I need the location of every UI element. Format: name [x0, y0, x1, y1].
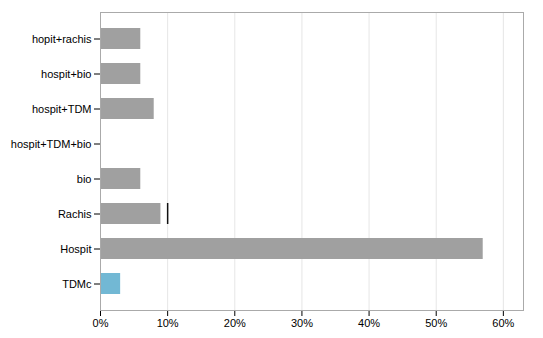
- svg-text:hopit+rachis: hopit+rachis: [32, 33, 92, 45]
- svg-text:60%: 60%: [492, 317, 514, 329]
- svg-text:Rachis: Rachis: [58, 208, 92, 220]
- svg-text:hospit+TDM+bio: hospit+TDM+bio: [11, 138, 92, 150]
- svg-text:hospit+TDM: hospit+TDM: [32, 103, 92, 115]
- svg-text:40%: 40%: [358, 317, 380, 329]
- svg-text:50%: 50%: [425, 317, 447, 329]
- svg-text:TDMc: TDMc: [62, 278, 92, 290]
- svg-text:10%: 10%: [157, 317, 179, 329]
- svg-text:hospit+bio: hospit+bio: [41, 68, 91, 80]
- svg-text:20%: 20%: [224, 317, 246, 329]
- svg-text:Hospit: Hospit: [60, 243, 91, 255]
- svg-text:bio: bio: [77, 173, 92, 185]
- svg-text:30%: 30%: [291, 317, 313, 329]
- svg-text:0%: 0%: [93, 317, 109, 329]
